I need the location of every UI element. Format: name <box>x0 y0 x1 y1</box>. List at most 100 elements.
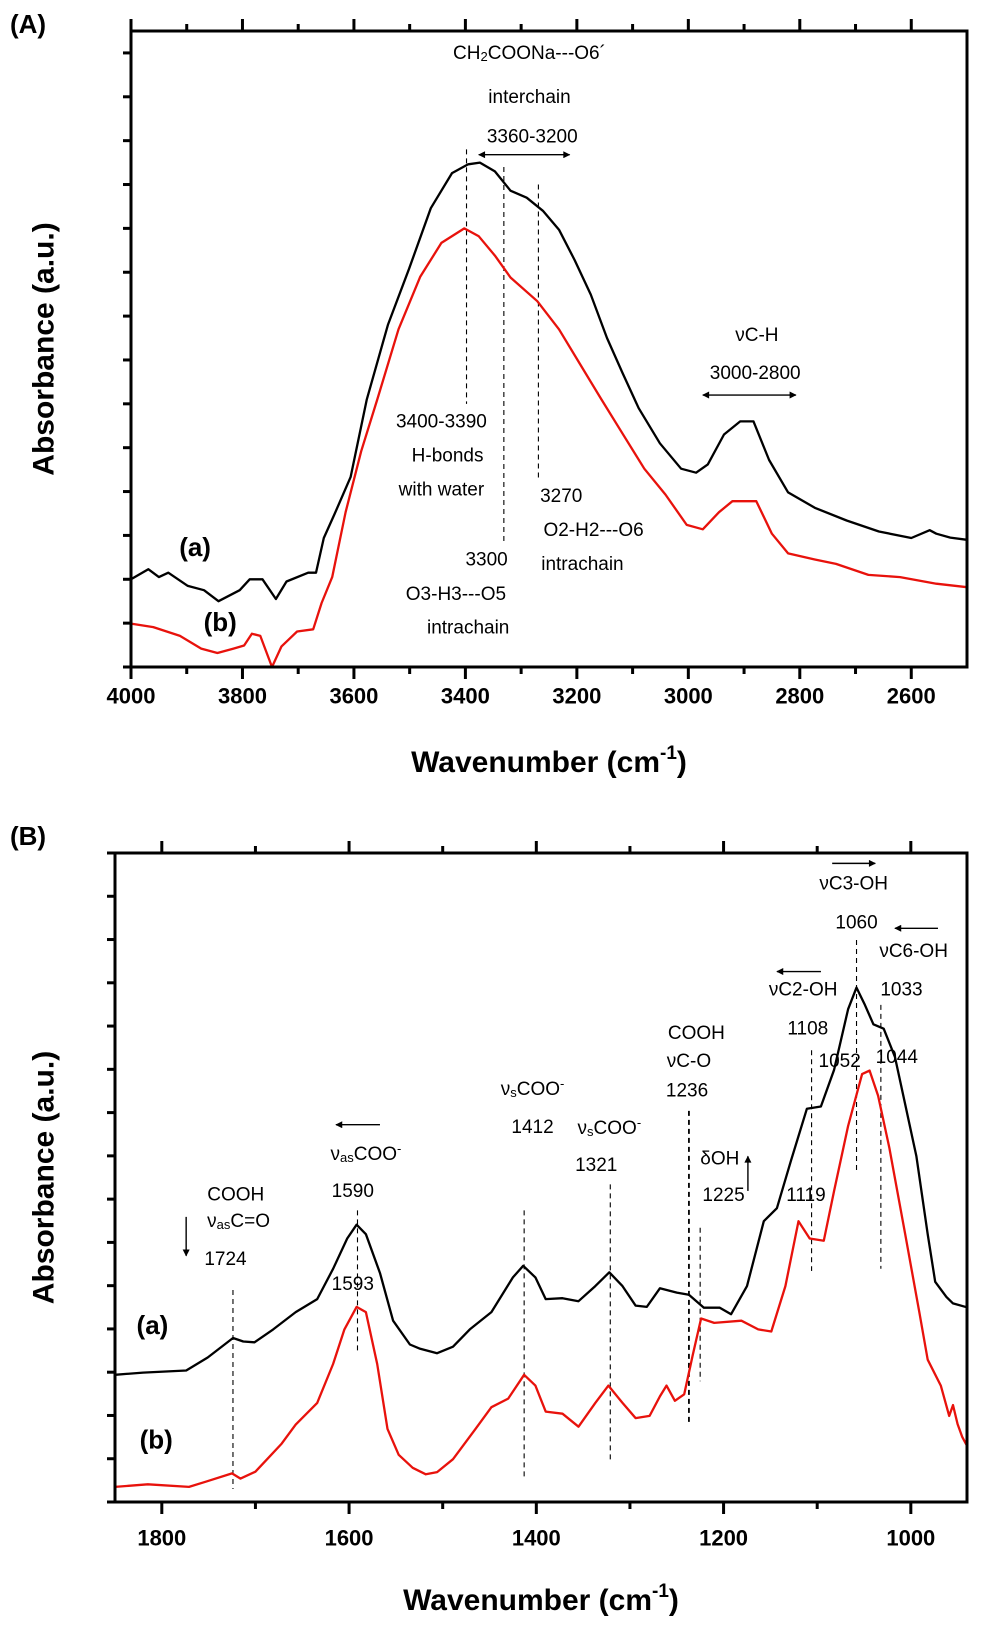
text-segment: as <box>217 1217 231 1232</box>
band-annotation: 1060 <box>835 912 877 933</box>
text-segment: O3-H3---O5 <box>406 583 506 604</box>
x-tick-label: 1800 <box>137 1526 186 1551</box>
text-segment: C=O <box>230 1211 270 1232</box>
text-segment: 1119 <box>786 1185 825 1206</box>
text-segment: - <box>637 1115 641 1130</box>
text-segment: COO <box>517 1079 560 1100</box>
text-segment: 1590 <box>332 1180 374 1201</box>
text-segment: νC2-OH <box>769 979 838 1000</box>
text-segment: 2 <box>480 49 487 64</box>
axes-frame <box>129 29 969 669</box>
band-annotation: 1321 <box>575 1154 617 1175</box>
text-segment: H-bonds <box>412 445 484 466</box>
text-segment: 1724 <box>204 1248 247 1269</box>
text-segment: 1108 <box>787 1018 828 1039</box>
text-segment: s <box>510 1085 517 1100</box>
text-segment: 3270 <box>540 485 582 506</box>
band-annotation: νsCOO- <box>578 1115 642 1139</box>
axes-frame <box>113 851 969 1504</box>
text-segment: COO <box>354 1144 397 1165</box>
band-annotation: 3400-3390 <box>396 411 487 432</box>
x-tick-label: 3400 <box>441 684 490 709</box>
band-annotation: 1052 <box>819 1051 861 1072</box>
band-annotation: COOH <box>668 1022 725 1043</box>
text-segment: 3360-3200 <box>487 126 578 147</box>
x-axis-title-sup: -1 <box>652 1581 669 1602</box>
x-axis-title: Wavenumber (cm-1) <box>403 1581 679 1617</box>
text-segment: ν <box>207 1211 217 1232</box>
text-segment: νC6-OH <box>879 940 948 961</box>
text-segment: intrachain <box>541 553 623 574</box>
text-segment: 3300 <box>465 549 507 570</box>
text-segment: COOH <box>207 1184 264 1205</box>
band-annotation: νC6-OH <box>879 940 948 961</box>
text-segment: intrachain <box>427 617 509 638</box>
text-segment: interchain <box>488 86 570 107</box>
x-tick-label: 1000 <box>886 1526 935 1551</box>
band-annotation: νC2-OH <box>769 979 838 1000</box>
text-segment: 1236 <box>666 1080 708 1101</box>
band-annotation: O3-H3---O5 <box>406 583 506 604</box>
text-segment: - <box>397 1141 401 1156</box>
x-axis-title: Wavenumber (cm-1) <box>411 743 687 779</box>
band-annotation: 1044 <box>876 1046 919 1067</box>
x-tick-label: 2800 <box>775 684 824 709</box>
text-segment: COOH <box>668 1022 725 1043</box>
band-annotation: 3360-3200 <box>487 126 578 147</box>
band-annotation: 3270 <box>540 485 582 506</box>
text-segment: COONa---O6´ <box>488 42 606 63</box>
band-annotation: νasCOO- <box>330 1141 401 1165</box>
text-segment: ν <box>501 1079 511 1100</box>
series-label-b: (b) <box>204 607 237 637</box>
text-segment: 1225 <box>702 1185 744 1206</box>
x-axis-title-main: Wavenumber (cm <box>411 746 660 779</box>
text-segment: COO <box>594 1118 637 1139</box>
series-line-b <box>130 227 968 669</box>
band-annotation: 1108 <box>787 1018 828 1039</box>
band-annotation: νsCOO- <box>501 1076 565 1100</box>
text-segment: νC-H <box>735 324 778 345</box>
band-annotation: 1236 <box>666 1080 708 1101</box>
text-segment: ν <box>330 1144 340 1165</box>
band-annotation: intrachain <box>427 617 509 638</box>
x-tick-label: 2600 <box>887 684 936 709</box>
series-label-b: (b) <box>140 1425 173 1455</box>
band-annotation: COOH <box>207 1184 264 1205</box>
y-axis-title: Absorbance (a.u.) <box>28 1051 61 1304</box>
x-tick-label: 4000 <box>107 684 156 709</box>
band-annotation: 1724 <box>204 1248 247 1269</box>
band-annotation: 1590 <box>332 1180 374 1201</box>
panel-label: (B) <box>10 821 46 851</box>
text-segment: 3400-3390 <box>396 411 487 432</box>
band-annotation: νC-O <box>667 1051 711 1072</box>
text-segment: νC-O <box>667 1051 711 1072</box>
band-annotation: νC3-OH <box>819 873 888 894</box>
band-annotation: intrachain <box>541 553 623 574</box>
text-segment: 3000-2800 <box>710 363 801 384</box>
band-annotation: 1412 <box>511 1116 553 1137</box>
band-annotation: 3000-2800 <box>710 363 801 384</box>
series-label-a: (a) <box>179 532 211 562</box>
band-annotation: δOH <box>700 1148 739 1169</box>
text-segment: with water <box>398 479 485 500</box>
panel-label: (A) <box>10 9 46 39</box>
series-label-a: (a) <box>137 1310 169 1340</box>
band-annotation: with water <box>398 479 485 500</box>
series-line-a <box>130 161 968 603</box>
x-axis-title-main: Wavenumber (cm <box>403 1584 652 1617</box>
x-axis-title-sup: -1 <box>660 743 677 764</box>
x-axis-title-end: ) <box>677 746 687 779</box>
band-annotation: interchain <box>488 86 570 107</box>
x-tick-label: 3000 <box>664 684 713 709</box>
x-tick-label: 1200 <box>699 1526 748 1551</box>
text-segment: 1060 <box>835 912 877 933</box>
text-segment: 1321 <box>575 1154 617 1175</box>
text-segment: 1593 <box>332 1273 374 1294</box>
text-segment: as <box>340 1150 354 1165</box>
band-annotation: 1225 <box>702 1185 744 1206</box>
x-tick-label: 3200 <box>552 684 601 709</box>
text-segment: 1044 <box>876 1046 919 1067</box>
band-annotation: 3300 <box>465 549 507 570</box>
band-annotation: 1593 <box>332 1273 374 1294</box>
text-segment: ν <box>578 1118 588 1139</box>
